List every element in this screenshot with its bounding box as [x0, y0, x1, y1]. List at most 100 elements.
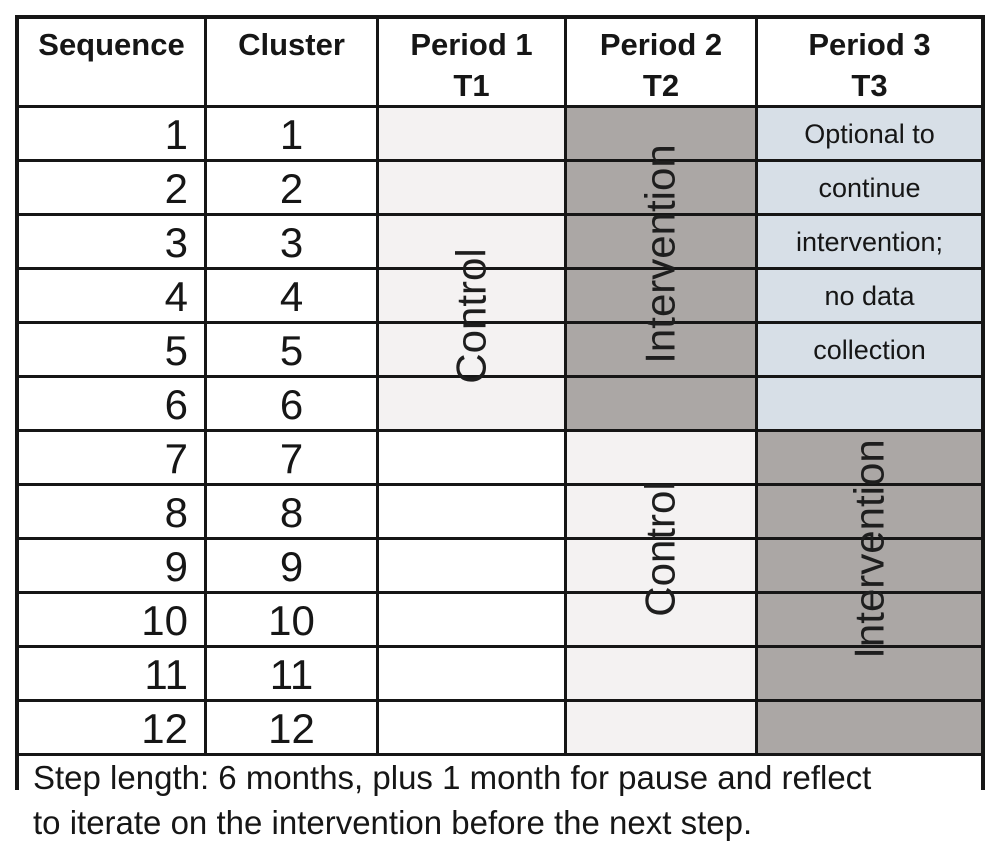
cluster-cell: 10 [207, 594, 376, 645]
period2-intervention-cell [567, 270, 755, 321]
header-period-1-time: T1 [453, 68, 490, 103]
sequence-value: 12 [141, 705, 188, 752]
footer-note-line2: to iterate on the intervention before th… [33, 804, 753, 841]
sequence-value: 10 [141, 597, 188, 644]
header-cluster-label: Cluster [238, 27, 345, 62]
sequence-cell: 3 [19, 216, 204, 267]
period2-intervention-cell [567, 216, 755, 267]
stepped-wedge-design-table: Sequence Cluster Period 1 T1 Period 2 T2 P… [15, 15, 985, 844]
sequence-cell: 1 [19, 108, 204, 159]
header-cluster: Cluster [207, 19, 376, 105]
cluster-value: 8 [279, 489, 304, 536]
sequence-value: 1 [164, 111, 188, 158]
sequence-cell: 12 [19, 702, 204, 753]
sequence-value: 7 [164, 435, 188, 482]
cluster-cell: 4 [207, 270, 376, 321]
cluster-cell: 9 [207, 540, 376, 591]
period2-intervention-cell [567, 378, 755, 429]
period2-control-cell [567, 702, 755, 753]
period3-optional-cell: Optional to [758, 108, 981, 159]
sequence-value: 11 [144, 651, 188, 698]
sequence-cell: 7 [19, 432, 204, 483]
period2-control-cell [567, 432, 755, 483]
optional-note-line: Optional to [804, 119, 935, 149]
period1-control-cell [379, 108, 564, 159]
footer-note: Step length: 6 months, plus 1 month for … [19, 756, 981, 844]
cluster-value: 9 [279, 543, 304, 590]
period3-optional-cell: no data [758, 270, 981, 321]
header-period-3-time: T3 [851, 68, 888, 103]
sequence-value: 3 [164, 219, 188, 266]
sequence-cell: 2 [19, 162, 204, 213]
period1-blank-cell [379, 594, 564, 645]
period1-control-cell [379, 162, 564, 213]
sequence-cell: 9 [19, 540, 204, 591]
cluster-value: 4 [279, 273, 304, 320]
period1-blank-cell [379, 540, 564, 591]
header-sequence: Sequence [19, 19, 204, 105]
period3-optional-cell [758, 378, 981, 429]
sequence-value: 2 [164, 165, 188, 212]
cluster-cell: 11 [207, 648, 376, 699]
period1-blank-cell [379, 486, 564, 537]
period1-control-cell [379, 378, 564, 429]
period3-intervention-cell [758, 594, 981, 645]
cluster-value: 1 [279, 111, 304, 158]
footer-note-line1: Step length: 6 months, plus 1 month for … [33, 759, 872, 796]
sequence-cell: 4 [19, 270, 204, 321]
period1-control-cell [379, 216, 564, 267]
optional-note-line: continue [818, 173, 921, 203]
cluster-cell: 3 [207, 216, 376, 267]
cluster-cell: 5 [207, 324, 376, 375]
cluster-value: 3 [279, 219, 304, 266]
header-period-3-title: Period 3 [808, 27, 931, 62]
header-sequence-label: Sequence [38, 27, 185, 62]
header-period-3: Period 3 T3 [758, 19, 981, 105]
sequence-cell: 6 [19, 378, 204, 429]
cluster-value: 12 [268, 705, 315, 752]
period2-control-cell [567, 594, 755, 645]
period3-intervention-cell [758, 648, 981, 699]
cluster-value: 10 [268, 597, 315, 644]
sequence-value: 8 [164, 489, 188, 536]
cluster-cell: 1 [207, 108, 376, 159]
cluster-value: 11 [269, 651, 314, 698]
period1-control-cell [379, 324, 564, 375]
period3-optional-cell: continue [758, 162, 981, 213]
optional-note-line: intervention; [795, 227, 944, 257]
sequence-value: 5 [164, 327, 188, 374]
period1-blank-cell [379, 432, 564, 483]
period2-intervention-cell [567, 324, 755, 375]
period2-control-cell [567, 486, 755, 537]
period2-control-cell [567, 648, 755, 699]
cluster-value: 6 [279, 381, 304, 428]
cluster-value: 2 [279, 165, 304, 212]
sequence-value: 9 [164, 543, 188, 590]
sequence-cell: 10 [19, 594, 204, 645]
period3-intervention-cell [758, 702, 981, 753]
period3-intervention-cell [758, 540, 981, 591]
header-period-2: Period 2 T2 [567, 19, 755, 105]
cluster-value: 7 [279, 435, 304, 482]
header-period-1: Period 1 T1 [379, 19, 564, 105]
period2-control-cell [567, 540, 755, 591]
period1-blank-cell [379, 702, 564, 753]
period3-intervention-cell [758, 486, 981, 537]
period3-intervention-cell [758, 432, 981, 483]
cluster-cell: 6 [207, 378, 376, 429]
cluster-cell: 8 [207, 486, 376, 537]
sequence-cell: 11 [19, 648, 204, 699]
header-period-2-time: T2 [642, 68, 680, 103]
cluster-cell: 7 [207, 432, 376, 483]
period2-intervention-cell [567, 162, 755, 213]
sequence-value: 6 [164, 381, 188, 428]
period2-intervention-cell [567, 108, 755, 159]
sequence-cell: 5 [19, 324, 204, 375]
header-period-2-title: Period 2 [599, 27, 723, 62]
cluster-cell: 2 [207, 162, 376, 213]
cluster-cell: 12 [207, 702, 376, 753]
optional-note-line: collection [813, 335, 926, 365]
period1-control-cell [379, 270, 564, 321]
period1-blank-cell [379, 648, 564, 699]
period3-optional-cell: intervention; [758, 216, 981, 267]
